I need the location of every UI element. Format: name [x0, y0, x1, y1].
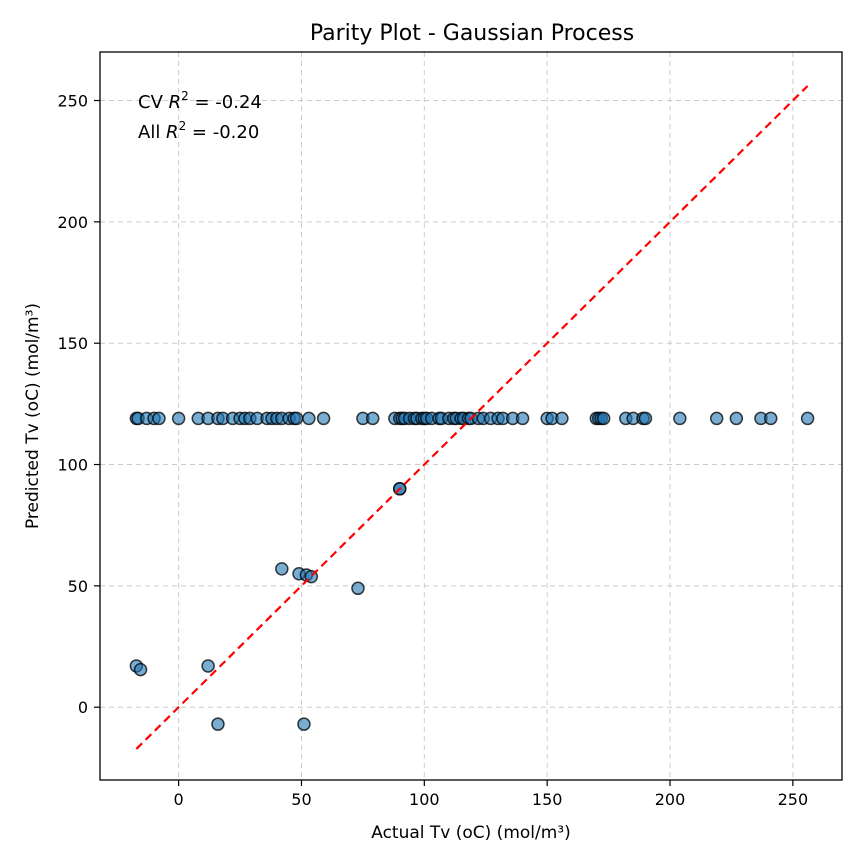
y-tick-label: 250	[57, 92, 88, 111]
y-tick-label: 100	[57, 456, 88, 475]
scatter-point	[201, 659, 215, 673]
scatter-point	[152, 411, 166, 426]
cv-r2-text: CV R2 = -0.24	[138, 89, 262, 113]
scatter-point	[275, 562, 289, 576]
scatter-point	[763, 411, 778, 426]
grid-lines	[100, 52, 842, 780]
x-tick-label: 200	[655, 790, 686, 809]
y-tick-label: 200	[57, 213, 88, 232]
scatter-point	[638, 411, 653, 426]
x-tick-label: 0	[174, 790, 184, 809]
y-tick-label: 50	[68, 577, 88, 596]
scatter-point	[596, 411, 611, 426]
scatter-point	[302, 411, 316, 426]
all-r2-text: All R2 = -0.20	[138, 119, 259, 143]
scatter-point	[555, 411, 569, 426]
plot-frame	[99, 51, 843, 781]
chart-title: Parity Plot - Gaussian Process	[310, 21, 634, 46]
scatter-point	[709, 411, 724, 426]
scatter-point	[729, 411, 744, 426]
scatter-point	[211, 717, 225, 731]
parity-line	[135, 85, 809, 750]
x-tick-label: 100	[409, 790, 440, 809]
y-tick-label: 0	[78, 698, 88, 717]
scatter-point	[316, 411, 331, 426]
scatter-point	[171, 411, 186, 426]
r2-annotation: CV R2 = -0.24 All R2 = -0.20	[138, 89, 262, 143]
scatter-point	[289, 411, 304, 426]
y-axis-ticks: 0 50 100 150 200 250	[57, 92, 100, 717]
x-tick-label: 150	[532, 790, 563, 809]
x-tick-label: 50	[291, 790, 311, 809]
scatter-point	[515, 411, 530, 426]
y-axis-label: Predicted Tv (oC) (mol/m³)	[23, 303, 43, 529]
scatter-point	[365, 411, 380, 426]
scatter-point	[673, 411, 687, 426]
scatter-point	[133, 662, 148, 677]
x-axis-label: Actual Tv (oC) (mol/m³)	[371, 823, 571, 843]
data-points	[129, 411, 815, 731]
x-axis-ticks: 0 50 100 150 200 250	[174, 780, 809, 809]
scatter-point	[351, 581, 365, 596]
scatter-point	[297, 717, 311, 731]
scatter-point	[800, 411, 815, 426]
x-tick-label: 250	[778, 790, 809, 809]
y-tick-label: 150	[57, 334, 88, 353]
